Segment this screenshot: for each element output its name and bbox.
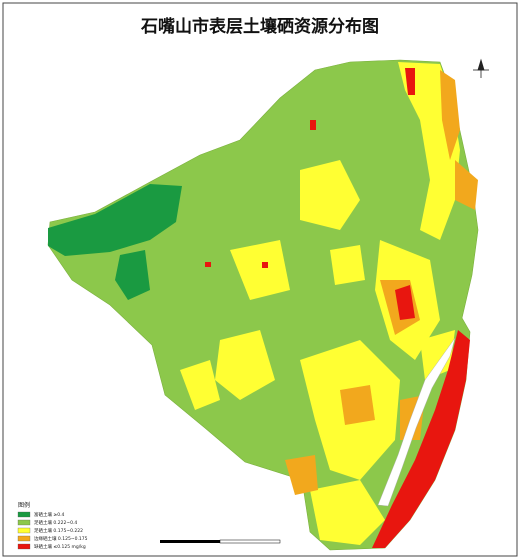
north-arrow [473, 58, 489, 78]
high-se-zone [115, 250, 150, 300]
legend-label: 足硒土壤 0.222~0.4 [34, 519, 77, 526]
legend-label: 边缘硒土壤 0.125~0.175 [34, 535, 88, 542]
low-se-zones [205, 68, 470, 548]
legend-label: 足硒土壤 0.175~0.222 [34, 527, 83, 534]
legend-swatch [17, 527, 31, 534]
legend-swatch [17, 543, 31, 550]
legend-title: 图例 [18, 501, 30, 509]
map-title: 石嘴山市表层土壤硒资源分布图 [140, 16, 379, 37]
yellow-river [377, 337, 456, 507]
legend-label: 富硒土壤 ≥0.4 [34, 511, 64, 518]
legend-label: 缺硒土壤 ≤0.125 mg/kg [34, 543, 86, 550]
legend-swatch [17, 519, 31, 526]
high-se-zone [48, 184, 182, 256]
legend-swatch [17, 535, 31, 542]
scale-bar [160, 539, 281, 544]
legend-swatch [17, 511, 31, 518]
